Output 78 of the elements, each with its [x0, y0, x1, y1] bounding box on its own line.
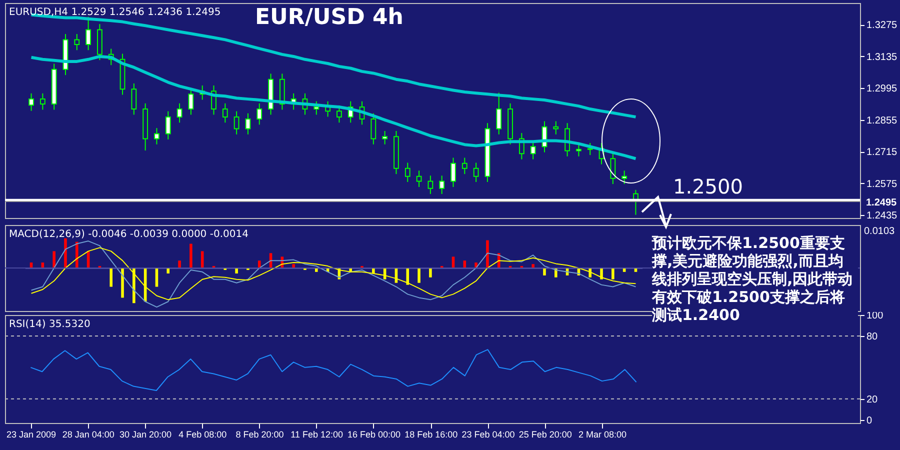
bar: [190, 244, 192, 268]
chart-title: EUR/USD 4h: [255, 5, 404, 30]
bar: [110, 268, 113, 287]
candlestick: [222, 102, 228, 124]
chart-subtitle: EURUSD,H4 1.2529 1.2546 1.2436 1.2495: [9, 7, 221, 18]
y-tick-label: 1.3135: [866, 52, 898, 63]
bar: [600, 268, 603, 280]
text: 0.0103: [864, 226, 896, 237]
candlestick: [28, 92, 34, 112]
candlestick: [496, 92, 502, 135]
candlestick: [404, 162, 410, 182]
x-tick-label: 28 Jan 04:00: [62, 430, 114, 440]
x-tick-label: 23 Feb 04:00: [462, 430, 515, 440]
line-series: [30, 349, 637, 391]
y-tick-label: 1.2575: [866, 178, 898, 190]
candlestick: [370, 112, 376, 145]
bar: [588, 268, 592, 278]
y-tick-label: 1.2855: [866, 115, 898, 126]
candlestick: [382, 130, 388, 145]
candlestick: [165, 110, 171, 140]
candlestick: [40, 92, 46, 110]
x-tick-label: 18 Feb 16:00: [404, 430, 458, 440]
candlestick: [131, 82, 137, 116]
bar: [429, 268, 432, 278]
bar: [178, 260, 181, 268]
y-tick-label: 0: [866, 415, 872, 426]
candlestick: [256, 102, 262, 126]
bar: [64, 238, 67, 268]
x-tick-label: 11 Feb 12:00: [290, 430, 344, 440]
x-tick-label: 4 Feb 08:00: [178, 430, 227, 440]
chart-title: RSI(14) 35.5320: [9, 319, 90, 330]
x-tick-label: 8 Feb 20:00: [236, 430, 284, 440]
candlestick: [234, 110, 240, 135]
candlestick: [587, 142, 593, 156]
candlestick: [154, 128, 160, 145]
candlestick: [86, 16, 91, 51]
candlestick: [74, 34, 80, 51]
bar: [612, 268, 614, 280]
bar: [166, 268, 170, 274]
y-tick-label: 80: [866, 331, 878, 342]
candlestick: [188, 88, 194, 116]
chart-title: MACD(12,26,9) -0.0046 -0.0039 0.0000 -0.0014: [9, 229, 248, 240]
candlestick: [428, 175, 434, 194]
bar: [121, 268, 124, 298]
candlestick: [530, 140, 536, 160]
candlestick: [314, 100, 320, 116]
line-series: [30, 54, 638, 160]
bar: [52, 251, 56, 268]
y-tick-label: 1.2435: [866, 210, 898, 222]
text: 预计欧元不保1.2500重要支撑,美元避险功能强烈,而且均线排列呈现空头压制,因此带动有效下破1.2500支撑之后将测试1.2400: [652, 234, 858, 324]
candlestick: [553, 120, 559, 135]
x-tick-label: 30 Jan 20:00: [119, 430, 172, 440]
candlestick: [576, 143, 582, 157]
x-tick-label: 23 Jan 2009: [6, 430, 56, 440]
candlestick: [622, 170, 628, 185]
ref-line-label: 1.2500: [673, 174, 743, 198]
y-tick-label: 1.2715: [866, 147, 898, 158]
x-tick-label: 2 Mar 08:00: [578, 430, 627, 440]
candlestick: [176, 102, 182, 124]
x-tick-label: 25 Feb 20:00: [518, 430, 572, 440]
y-tick-label: 1.3275: [866, 20, 898, 32]
candlestick: [610, 152, 616, 185]
x-tick-label: 16 Feb 00:00: [347, 430, 401, 440]
y-tick-label: 1.2995: [866, 84, 898, 95]
candlestick: [462, 157, 468, 175]
candlestick: [439, 175, 445, 194]
bar: [406, 268, 410, 285]
candlestick: [245, 112, 251, 135]
candlestick: [450, 157, 456, 188]
bar: [75, 242, 78, 268]
y-tick-label: 20: [866, 394, 878, 406]
bar: [418, 268, 420, 283]
bar: [235, 268, 238, 274]
bar: [486, 240, 489, 268]
bar: [543, 268, 546, 276]
candlestick: [473, 162, 479, 182]
ref-line-label: 1.2495: [866, 197, 898, 208]
candlestick: [416, 170, 422, 188]
